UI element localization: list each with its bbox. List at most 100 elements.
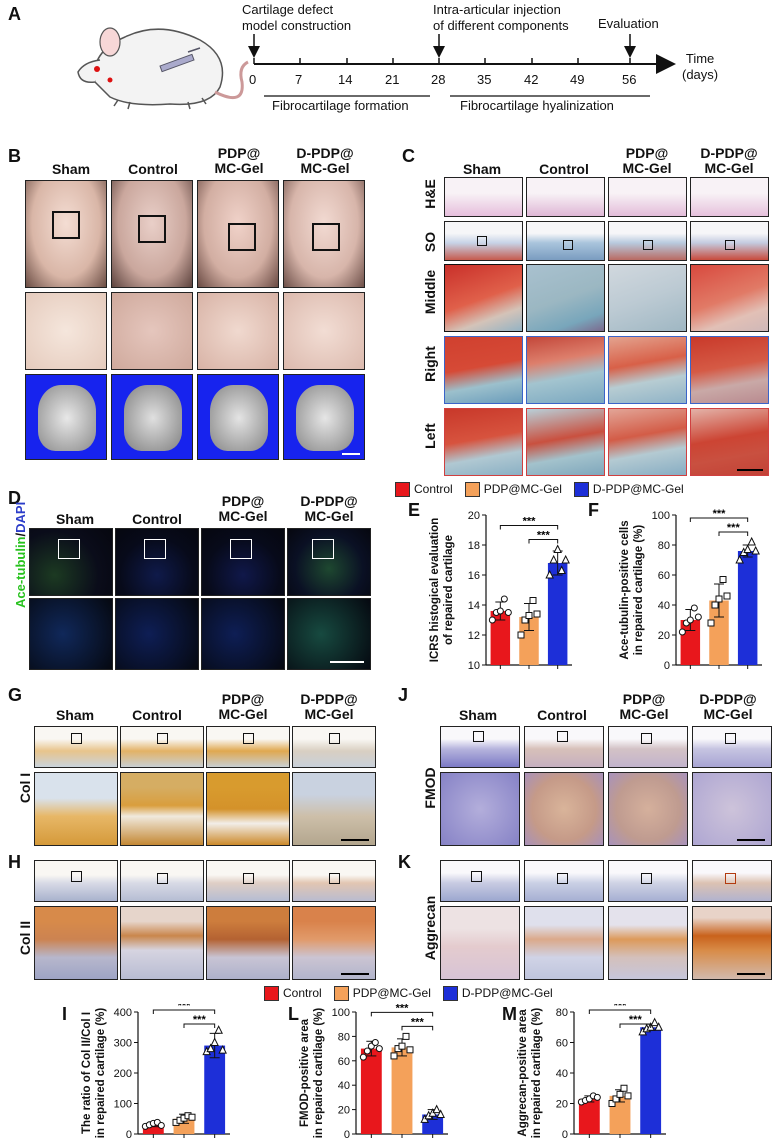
y-axis-label: FMOD-positive area in repaired cartilage …: [299, 1008, 325, 1139]
d-zoom-pdp: [201, 598, 285, 670]
data-point: [616, 1090, 624, 1098]
chart-l: 0 20 40 60 80 100 FMOD-positive area in repaire…: [299, 1004, 448, 1141]
j-dpdp-l1: D-PDP@: [699, 691, 757, 707]
data-point: [624, 1092, 632, 1100]
y-tick-label: 0: [344, 1129, 350, 1141]
c-pdp-l2: MC-Gel: [622, 160, 672, 176]
legend-control-label: Control: [414, 482, 453, 496]
legend-dpdp-swatch: [573, 481, 589, 497]
data-point: [545, 569, 554, 579]
chart-m: 0 20 40 60 80 Aggrecan-positive area in repair…: [517, 1004, 666, 1141]
h-roi-sham: [71, 871, 82, 882]
c-left-pdp: [608, 408, 687, 476]
d-zoom-sham: [29, 598, 113, 670]
y-label-line2: in repaired cartilage (%): [95, 1008, 107, 1139]
b-zoom-control: [111, 292, 193, 370]
k-low-dpdp: [692, 860, 772, 902]
data-point: [735, 554, 744, 564]
panel-label-g: G: [8, 685, 23, 705]
panel-label-d: D: [8, 488, 21, 508]
event1-line1: Cartilage defect: [242, 2, 334, 17]
c-he-pdp: [608, 177, 687, 217]
tick-42: 42: [524, 72, 539, 87]
j-high-dpdp: [692, 772, 772, 846]
c-group-dpdp: D-PDP@ MC-Gel: [689, 146, 769, 176]
data-point: [529, 597, 537, 604]
c-dpdp-l1: D-PDP@: [700, 145, 758, 161]
y-tick-label: 20: [658, 630, 670, 642]
data-point: [549, 554, 558, 564]
y-tick-label: 0: [126, 1129, 132, 1141]
y-label-line1: FMOD-positive area: [299, 1018, 311, 1127]
data-point: [504, 609, 512, 616]
sig-bracket-2: [528, 539, 559, 544]
j-low-pdp: [608, 726, 688, 768]
sig-bracket-1: [152, 1009, 216, 1014]
h-scalebar: [341, 973, 369, 975]
b-group-pdp: PDP@ MC-Gel: [196, 146, 282, 176]
c-he-control: [526, 177, 605, 217]
d-group-dpdp: D-PDP@ MC-Gel: [286, 494, 372, 524]
y-axis-label: Ace-tubulin-positive cells in repaired ca…: [619, 520, 645, 659]
j-roi-dpdp: [725, 733, 736, 744]
h-high-control: [120, 906, 204, 980]
data-point: [654, 1022, 663, 1031]
bar-dpdp: [547, 563, 568, 665]
b-group-control: Control: [128, 161, 178, 177]
c-row-right: Right: [422, 346, 438, 382]
c-so-roi-sham: [477, 236, 487, 246]
data-point: [612, 1095, 620, 1103]
g-low-pdp: [206, 726, 290, 768]
h-low-sham: [34, 860, 118, 902]
g-low-control: [120, 726, 204, 768]
d-roi-control: [144, 539, 166, 559]
event-model-construction: Cartilage defect model construction: [242, 2, 351, 34]
sig-label-2: ***: [727, 522, 741, 534]
legend2-dpdp-swatch: [442, 985, 458, 1001]
j-low-dpdp: [692, 726, 772, 768]
data-point: [500, 595, 508, 603]
g-group-dpdp: D-PDP@ MC-Gel: [286, 692, 372, 722]
sig-bracket-1: [370, 1011, 434, 1017]
sig-bracket-1: [588, 1009, 652, 1014]
c-row-so: SO: [422, 231, 438, 253]
j-high-pdp: [608, 772, 688, 846]
sig-bracket-2: [718, 531, 749, 536]
data-point: [402, 1032, 410, 1040]
k-roi-dpdp: [725, 873, 736, 884]
data-point: [521, 616, 529, 624]
d-if-control: [115, 528, 199, 596]
d-dpdp-l2: MC-Gel: [304, 508, 354, 524]
data-point: [188, 1113, 196, 1121]
bar-control: [142, 1124, 164, 1134]
data-point: [686, 616, 694, 624]
c-middle-sham: [444, 264, 523, 332]
data-point: [593, 1093, 601, 1101]
time-label: Time: [685, 51, 715, 66]
b-pdp-l1: PDP@: [217, 145, 261, 161]
y-tick-label: 40: [556, 1068, 568, 1080]
g-group-control: Control: [132, 707, 182, 723]
bar-dpdp: [422, 1114, 444, 1134]
d-roi-pdp: [230, 539, 252, 559]
k-high-dpdp: [692, 906, 772, 980]
y-axis-label: ICRS histogical evaluation of repaired ca…: [429, 518, 455, 662]
g-pdp-l2: MC-Gel: [218, 706, 268, 722]
data-point: [690, 604, 698, 612]
h-roi-pdp: [243, 873, 254, 884]
legend-pdp-swatch: [464, 481, 480, 497]
y-tick-label: 40: [658, 600, 670, 612]
time-axis-label: Time (days): [682, 51, 718, 83]
d-roi-dpdp: [312, 539, 334, 559]
g-group-sham: Sham: [55, 707, 95, 723]
c-group-sham: Sham: [462, 161, 502, 177]
ace-tubulin-label: Ace-tubulin: [13, 536, 28, 609]
data-point: [359, 1053, 367, 1061]
d-roi-sham: [58, 539, 80, 559]
c-pdp-l1: PDP@: [625, 145, 669, 161]
b-roi-control: [138, 215, 166, 243]
y-tick-label: 20: [468, 510, 480, 522]
panel-label-j: J: [398, 685, 409, 705]
